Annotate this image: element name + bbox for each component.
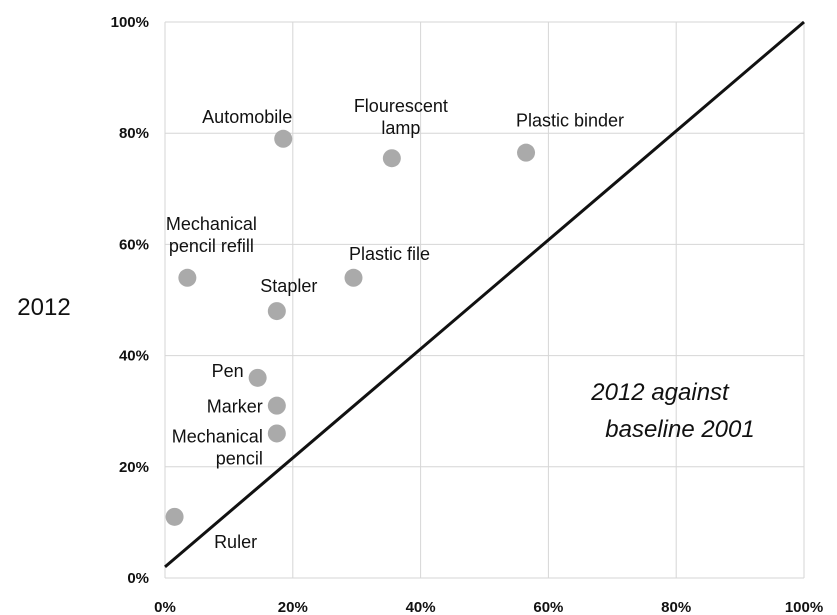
y-tick-label: 60%: [119, 236, 149, 253]
data-point: [382, 149, 401, 168]
point-label: Mechanical: [172, 426, 263, 446]
x-tick-label: 60%: [533, 599, 563, 615]
data-point: [248, 368, 267, 387]
point-label: Mechanical: [166, 214, 257, 234]
point-label: pencil refill: [169, 236, 254, 256]
annotation-line-1: 2012 against: [590, 379, 730, 406]
x-tick-label: 80%: [661, 599, 691, 615]
y-tick-label: 0%: [127, 570, 149, 587]
data-point: [165, 507, 184, 526]
x-tick-label: 0%: [154, 599, 176, 615]
point-label: Ruler: [214, 532, 257, 552]
x-tick-label: 20%: [278, 599, 308, 615]
point-label: lamp: [381, 118, 420, 138]
point-label: Automobile: [202, 107, 292, 127]
point-label: Stapler: [260, 276, 317, 296]
point-label: Plastic binder: [516, 111, 624, 131]
gridlines: [164, 21, 805, 579]
y-tick-label: 80%: [119, 125, 149, 142]
y-tick-label: 20%: [119, 459, 149, 476]
point-label: Plastic file: [349, 244, 430, 264]
point-label: Pen: [212, 361, 244, 381]
x-tick-label: 40%: [406, 599, 436, 615]
reference-line: [164, 20, 805, 569]
data-point: [267, 302, 286, 321]
data-point: [274, 129, 293, 148]
point-label: Marker: [207, 397, 263, 417]
data-point: [267, 424, 286, 443]
point-label: Flourescent: [354, 96, 448, 116]
point-label: pencil: [216, 448, 263, 468]
y-tick-label: 40%: [119, 348, 149, 365]
y-tick-label: 100%: [111, 14, 149, 31]
annotation-line-2: baseline 2001: [605, 416, 754, 443]
y-axis-label: 2012: [17, 294, 70, 321]
data-point: [267, 396, 286, 415]
data-point: [517, 143, 536, 162]
x-tick-label: 100%: [785, 599, 823, 615]
data-point: [344, 268, 363, 287]
data-point: [178, 268, 197, 287]
